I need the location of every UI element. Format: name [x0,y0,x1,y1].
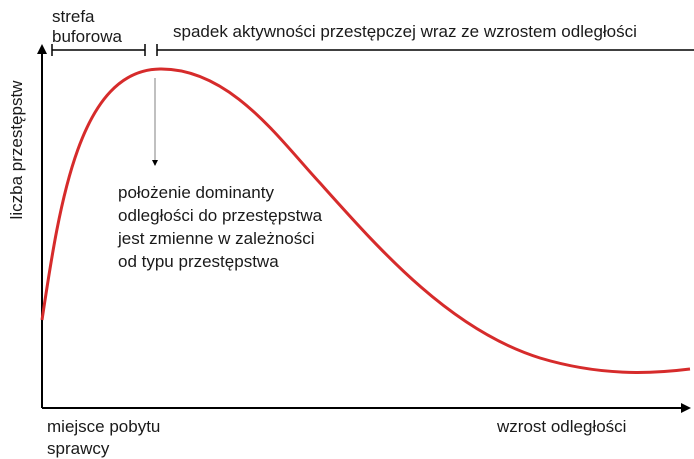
distance-decay-curve [40,67,691,374]
x-axis-start-label: sprawcy [47,439,110,458]
y-axis-label: liczba przestępstw [7,80,26,220]
annotation: odległości do przestępstwa [118,206,323,225]
buffer-bracket [51,44,146,56]
x-axis-end-label: wzrost odległości [496,417,626,436]
decline-bracket [156,44,694,56]
decline-label: spadek aktywności przestępczej wraz ze w… [173,22,637,41]
buffer-label: buforowa [52,27,122,46]
annotation: jest zmienne w zależności [117,229,315,248]
annotation: od typu przestępstwa [118,252,279,271]
buffer-label: strefa [52,7,95,26]
x-axis-start-label: miejsce pobytu [47,417,160,436]
annotation: położenie dominanty [118,183,274,202]
